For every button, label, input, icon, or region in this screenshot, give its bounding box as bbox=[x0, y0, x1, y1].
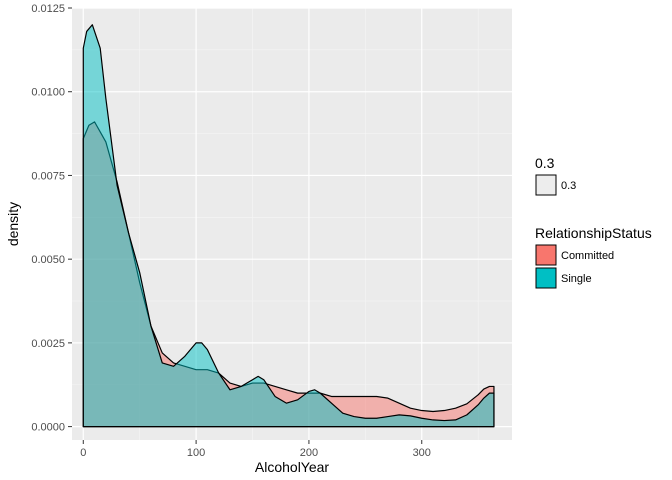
legend-relationship-title: RelationshipStatus bbox=[535, 225, 652, 241]
legend-alpha-title: 0.3 bbox=[535, 155, 555, 171]
x-axis-title: AlcoholYear bbox=[255, 459, 330, 475]
grid-minor bbox=[72, 8, 512, 440]
legend-relationship: RelationshipStatus Committed Single bbox=[535, 225, 652, 289]
y-axis-title: density bbox=[5, 202, 21, 246]
x-tick-label-0: 0 bbox=[80, 447, 86, 459]
legend-alpha: 0.3 0.3 bbox=[535, 155, 576, 196]
legend-label-single: Single bbox=[561, 273, 592, 285]
legend-label-committed: Committed bbox=[561, 250, 614, 262]
x-tick-label-2: 200 bbox=[300, 447, 318, 459]
y-tick-label-4: 0.0100 bbox=[31, 87, 65, 99]
x-tick-label-1: 100 bbox=[187, 447, 205, 459]
density-area-single bbox=[82, 24, 495, 428]
y-tick-label-2: 0.0050 bbox=[31, 254, 65, 266]
y-tick-label-1: 0.0025 bbox=[31, 338, 65, 350]
density-areas bbox=[82, 24, 495, 428]
legend-key-single bbox=[535, 267, 557, 289]
x-tick-label-3: 300 bbox=[413, 447, 431, 459]
legend-key-committed bbox=[535, 244, 557, 266]
legend-alpha-key bbox=[535, 174, 557, 196]
y-tick-label-5: 0.0125 bbox=[31, 3, 65, 15]
y-axis: 0.0000 0.0025 0.0050 0.0075 0.0100 0.0125 bbox=[31, 3, 72, 434]
y-tick-label-3: 0.0075 bbox=[31, 170, 65, 182]
y-tick-label-0: 0.0000 bbox=[31, 422, 65, 434]
legend-alpha-label: 0.3 bbox=[561, 180, 576, 192]
x-axis: 0 100 200 300 bbox=[80, 440, 431, 459]
